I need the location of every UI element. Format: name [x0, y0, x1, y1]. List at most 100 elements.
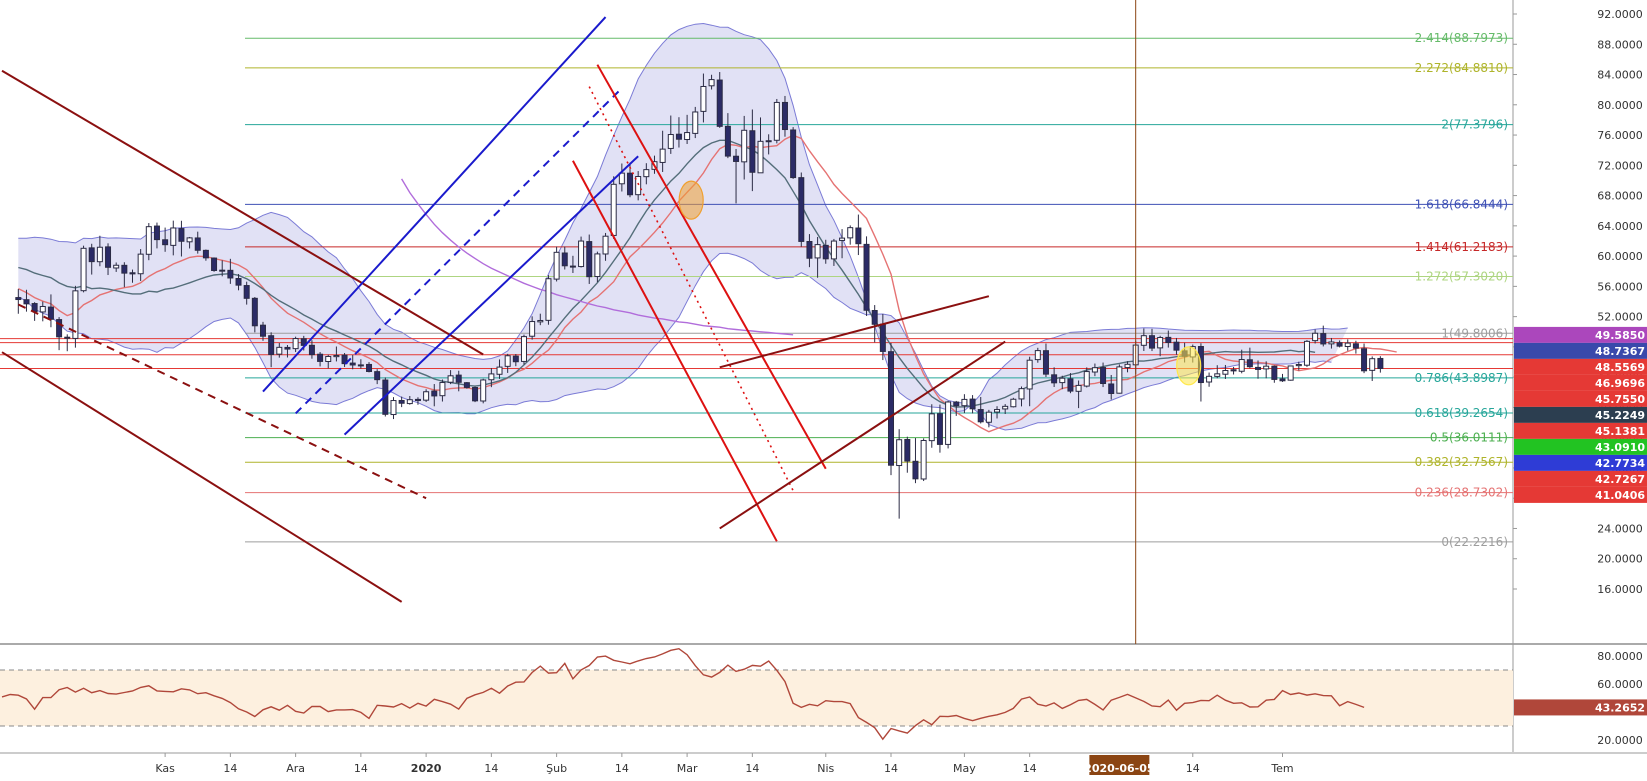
candle-down[interactable] — [227, 269, 234, 279]
candle-up[interactable] — [406, 399, 413, 405]
candle-up[interactable] — [545, 278, 552, 321]
candle-up[interactable] — [496, 366, 503, 375]
candle-down[interactable] — [1377, 357, 1384, 369]
candle-up[interactable] — [1214, 373, 1221, 377]
candle-up[interactable] — [1263, 365, 1270, 370]
candle-up[interactable] — [390, 400, 397, 416]
candle-up[interactable] — [1083, 371, 1090, 387]
candle-down[interactable] — [1352, 343, 1359, 349]
candle-up[interactable] — [439, 382, 446, 397]
candle-up[interactable] — [170, 227, 177, 246]
candle-down[interactable] — [969, 398, 976, 410]
candle-up[interactable] — [1206, 375, 1213, 383]
candle-up[interactable] — [1059, 377, 1066, 384]
candle-up[interactable] — [553, 251, 560, 280]
candle-up[interactable] — [708, 79, 715, 87]
candle-down[interactable] — [194, 237, 201, 251]
candle-down[interactable] — [855, 227, 862, 245]
candle-down[interactable] — [1271, 365, 1278, 380]
candle-down[interactable] — [977, 409, 984, 423]
candle-down[interactable] — [871, 310, 878, 325]
candle-down[interactable] — [1042, 350, 1049, 375]
candle-up[interactable] — [773, 101, 780, 141]
candle-down[interactable] — [888, 351, 895, 466]
candle-down[interactable] — [879, 323, 886, 352]
highlight-marker[interactable] — [1176, 346, 1202, 386]
candle-down[interactable] — [23, 299, 30, 305]
candle-down[interactable] — [455, 374, 462, 383]
candle-up[interactable] — [137, 253, 144, 275]
candle-down[interactable] — [586, 241, 593, 278]
candle-up[interactable] — [333, 355, 340, 358]
candle-down[interactable] — [317, 353, 324, 362]
candle-up[interactable] — [635, 176, 642, 196]
trend-line-blue-channel-lower[interactable] — [343, 155, 639, 436]
candle-down[interactable] — [765, 140, 772, 143]
candle-down[interactable] — [936, 413, 943, 445]
candle-up[interactable] — [659, 148, 666, 163]
candle-down[interactable] — [512, 355, 519, 363]
candle-down[interactable] — [1320, 333, 1327, 345]
candle-up[interactable] — [945, 401, 952, 445]
candle-down[interactable] — [1051, 374, 1058, 384]
candle-down[interactable] — [47, 306, 54, 320]
candle-down[interactable] — [781, 101, 788, 131]
trend-line-red-channel-lower[interactable] — [572, 160, 778, 542]
candle-up[interactable] — [529, 321, 536, 337]
time-axis[interactable]: Kas 14 Ara 14 2020 14 Şub 14 Mar 14 Nis 14 May 14 14 Te… — [155, 753, 1294, 775]
candle-up[interactable] — [1344, 342, 1351, 348]
candle-up[interactable] — [839, 237, 846, 241]
candle-down[interactable] — [366, 363, 373, 372]
candle-down[interactable] — [64, 336, 71, 339]
candle-down[interactable] — [178, 228, 185, 242]
candle-up[interactable] — [814, 244, 821, 259]
candle-up[interactable] — [830, 240, 837, 260]
candle-up[interactable] — [1124, 363, 1131, 369]
candle-up[interactable] — [504, 355, 511, 367]
candle-down[interactable] — [300, 338, 307, 346]
candle-down[interactable] — [235, 278, 242, 286]
trend-line-dashed-mid-line[interactable] — [17, 303, 427, 500]
candle-down[interactable] — [1067, 378, 1074, 392]
candle-up[interactable] — [741, 129, 748, 163]
candle-down[interactable] — [1336, 342, 1343, 347]
candle-down[interactable] — [790, 129, 797, 179]
candle-down[interactable] — [463, 382, 470, 388]
trend-line-long-channel-lower[interactable] — [1, 351, 403, 603]
candle-up[interactable] — [113, 264, 120, 269]
candle-up[interactable] — [578, 240, 585, 268]
candle-up[interactable] — [325, 356, 332, 362]
candle-up[interactable] — [643, 169, 650, 178]
candle-down[interactable] — [88, 247, 95, 263]
candle-down[interactable] — [1230, 369, 1237, 372]
candle-down[interactable] — [105, 246, 112, 268]
candle-down[interactable] — [284, 346, 291, 350]
candle-up[interactable] — [1369, 358, 1376, 371]
candle-down[interactable] — [431, 390, 438, 397]
candle-up[interactable] — [72, 290, 79, 339]
candle-up[interactable] — [692, 111, 699, 134]
candle-down[interactable] — [806, 241, 813, 259]
candle-down[interactable] — [56, 319, 63, 338]
candle-up[interactable] — [994, 409, 1001, 413]
candle-up[interactable] — [186, 237, 193, 243]
candle-up[interactable] — [1002, 405, 1009, 410]
candle-down[interactable] — [162, 239, 169, 246]
candle-down[interactable] — [1108, 383, 1115, 394]
candle-down[interactable] — [308, 344, 315, 356]
candle-down[interactable] — [863, 243, 870, 311]
candle-up[interactable] — [1116, 366, 1123, 394]
candle-down[interactable] — [129, 272, 136, 275]
candle-up[interactable] — [1140, 335, 1147, 346]
candle-up[interactable] — [1018, 388, 1025, 400]
candle-down[interactable] — [251, 297, 258, 327]
candle-up[interactable] — [1222, 370, 1229, 375]
candle-up[interactable] — [594, 253, 601, 278]
candle-up[interactable] — [537, 319, 544, 323]
candle-down[interactable] — [1100, 367, 1107, 385]
candle-up[interactable] — [1238, 359, 1245, 372]
candle-up[interactable] — [1034, 350, 1041, 361]
highlight-marker[interactable] — [678, 180, 704, 220]
